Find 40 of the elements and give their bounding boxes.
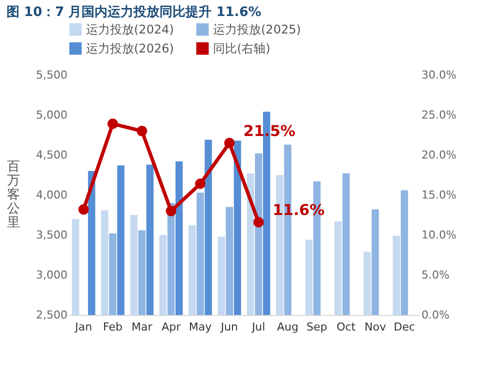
legend-label: 运力投放(2024)	[86, 22, 174, 37]
point	[108, 118, 118, 130]
y2-tick-label: 5.0%	[422, 268, 450, 282]
x-tick-label: Sep	[306, 320, 328, 334]
y-tick-label: 4,000	[36, 188, 68, 202]
chart-title: 图 10：7 月国内运力投放同比提升 11.6%	[6, 4, 262, 20]
point	[136, 126, 148, 136]
point	[195, 178, 206, 190]
legend-label: 运力投放(2026)	[86, 42, 174, 56]
x-tick-label: Jun	[220, 320, 238, 334]
x-tick-label: Nov	[364, 320, 386, 334]
y2-tick-label: 10.0%	[422, 228, 456, 242]
point	[224, 138, 235, 148]
x-tick-label: Oct	[336, 320, 356, 334]
y2-tick-label: 20.0%	[422, 148, 456, 162]
y-tick-label: 5,500	[36, 68, 68, 82]
data-label: 11.6%	[272, 201, 325, 220]
y-tick-label: 4,500	[36, 148, 68, 162]
y2-tick-label: 25.0%	[422, 108, 456, 122]
point	[253, 216, 264, 228]
legend-label: 运力投放(2025)	[213, 22, 301, 37]
y-tick-label: 5,000	[36, 108, 68, 122]
legend-label: 同比(右轴)	[213, 42, 270, 56]
x-tick-label: May	[188, 320, 212, 334]
x-tick-label: Mar	[132, 320, 153, 334]
y-tick-label: 3,500	[36, 228, 68, 242]
point	[78, 204, 89, 215]
point	[166, 206, 176, 216]
y2-tick-label: 15.0%	[422, 188, 456, 202]
x-tick-label: Apr	[162, 320, 182, 334]
x-tick-label: Jul	[250, 320, 266, 334]
y2-tick-label: 0.0%	[422, 308, 450, 322]
y-tick-label: 3,000	[36, 268, 68, 282]
y2-tick-label: 30.0%	[422, 68, 456, 82]
x-tick-label: Dec	[394, 320, 416, 334]
x-tick-label: Jan	[74, 320, 92, 334]
y-axis-title: 百万客公里	[7, 160, 20, 230]
x-tick-label: Feb	[103, 320, 122, 334]
y-tick-label: 2,500	[36, 308, 68, 322]
x-tick-label: Aug	[277, 320, 298, 334]
